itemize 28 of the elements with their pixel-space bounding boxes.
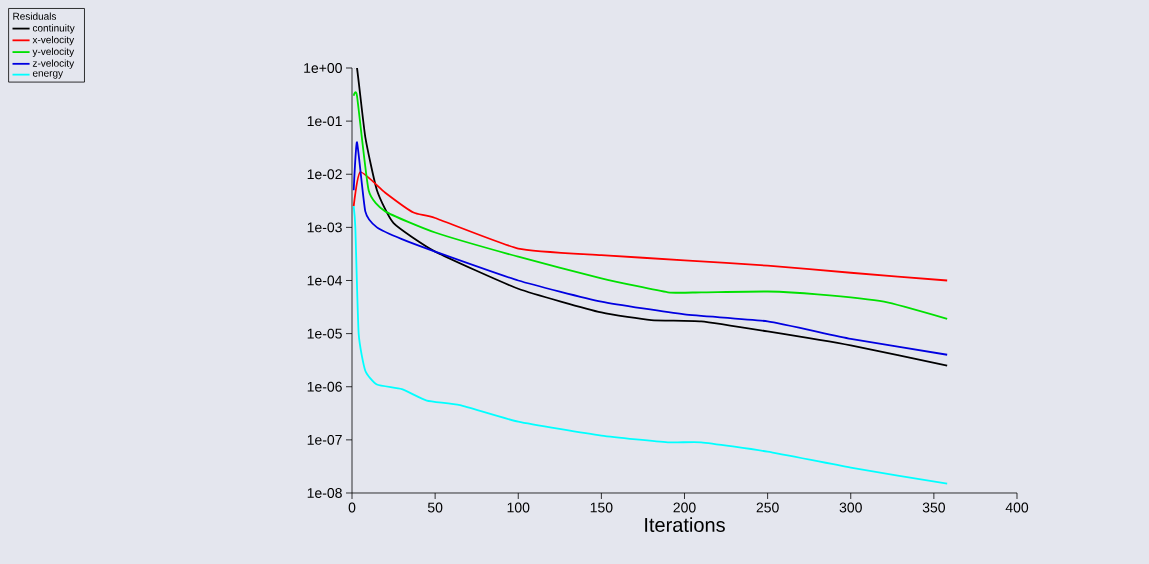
legend-label: x-velocity (32, 35, 75, 46)
y-tick-label: 1e-06 (307, 381, 342, 392)
x-tick-label: 100 (507, 502, 530, 513)
legend-label: y-velocity (32, 47, 75, 58)
y-tick-label: 1e-03 (307, 222, 342, 233)
legend-label: continuity (32, 24, 75, 34)
x-tick-label: 400 (1005, 502, 1029, 513)
legend-title: Residuals (13, 12, 57, 20)
x-tick-label: 200 (673, 502, 696, 513)
y-tick-label: 1e-05 (307, 328, 342, 339)
y-tick-label: 1e-04 (307, 275, 343, 286)
y-tick-label: 1e-07 (307, 434, 342, 445)
x-tick-label: 150 (590, 502, 613, 513)
y-tick-label: 1e+00 (304, 63, 342, 73)
y-tick-label: 1e-01 (307, 116, 342, 127)
line-series (352, 171, 949, 282)
y-tick-label: 1e-08 (307, 488, 342, 498)
x-tick-label: 250 (756, 502, 779, 513)
line-series (352, 205, 949, 485)
legend-label: z-velocity (32, 59, 75, 69)
line-series (352, 141, 949, 356)
x-tick-label: 50 (427, 502, 443, 513)
x-tick-label: 0 (348, 502, 356, 513)
legend-label: energy (32, 71, 64, 79)
x-axis-title: Iterations (645, 517, 725, 532)
y-tick-label: 1e-02 (307, 169, 342, 180)
x-tick-label: 300 (839, 502, 862, 513)
x-tick-label: 350 (922, 502, 946, 513)
